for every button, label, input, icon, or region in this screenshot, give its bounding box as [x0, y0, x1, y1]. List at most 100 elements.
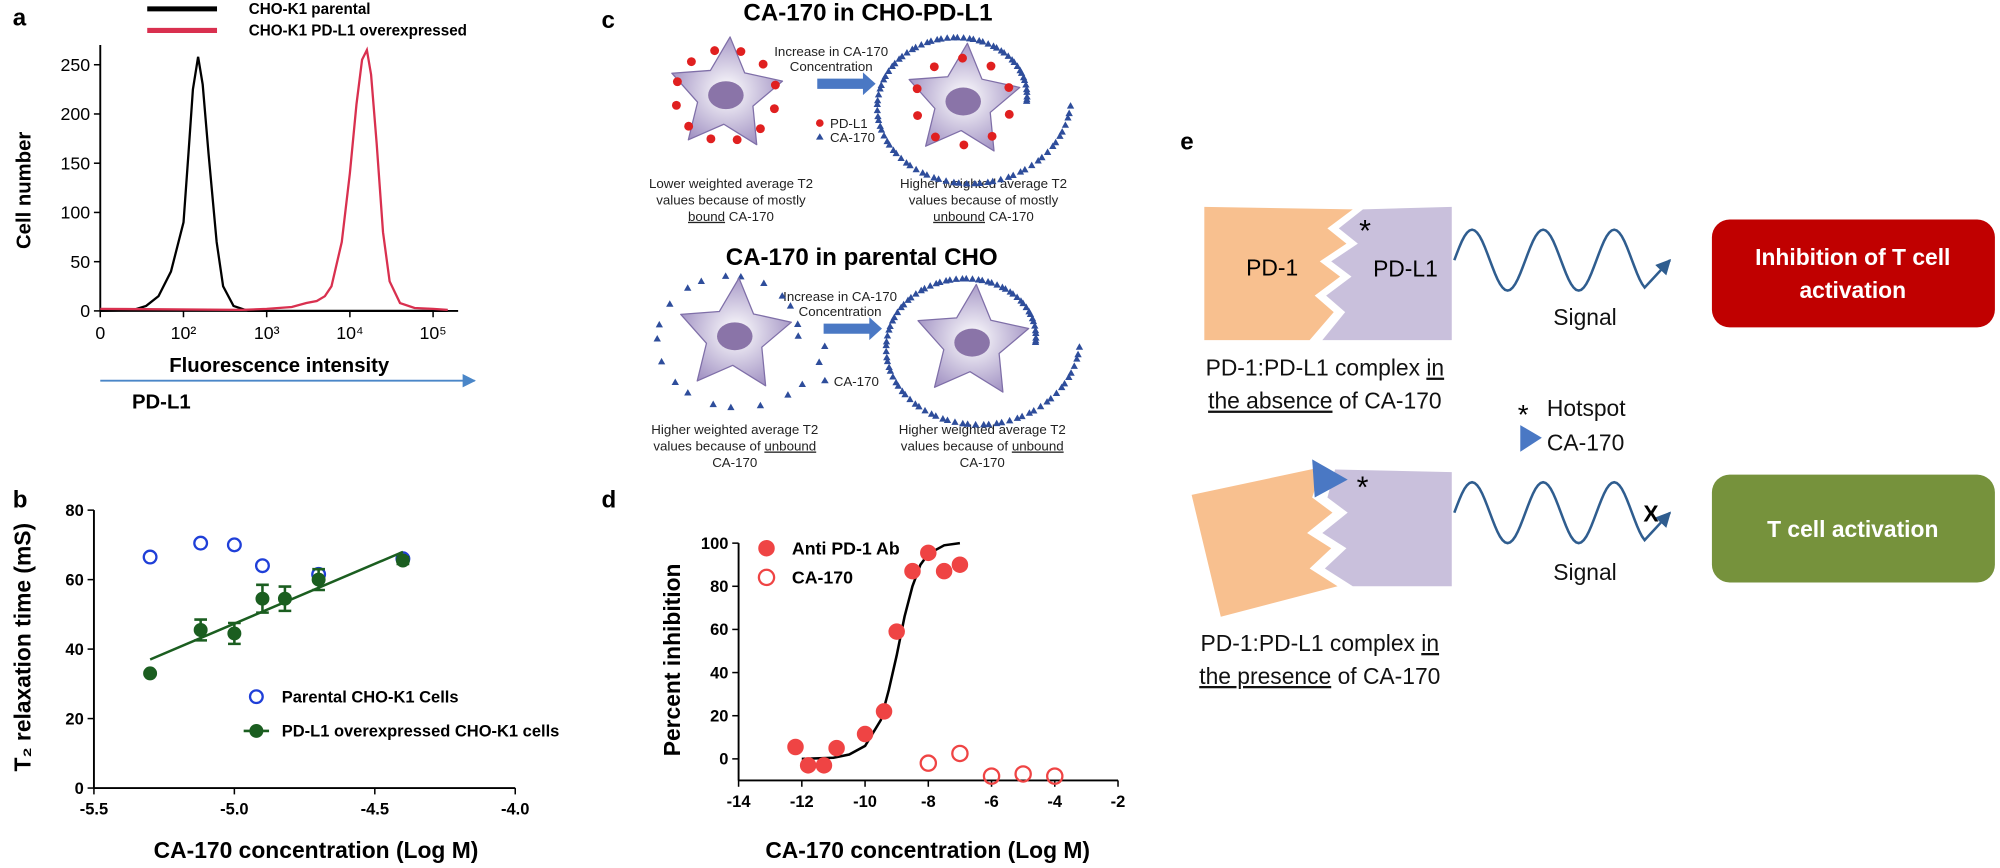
fit-line [149, 550, 404, 661]
ca170-molecule [883, 353, 891, 361]
ca170-molecule [984, 178, 992, 186]
ca170-molecule [1073, 355, 1081, 362]
caption: bound CA-170 [688, 209, 774, 224]
ca170-molecule [666, 300, 674, 307]
ca170-molecule [886, 367, 895, 374]
legend-label: CHO-K1 PD-L1 overexpressed [249, 23, 467, 40]
ca170-molecule [794, 320, 802, 328]
panel-label: a [13, 4, 27, 31]
ca170-molecule [1056, 132, 1064, 139]
axis-note: PD-L1 [132, 392, 191, 414]
ca170-molecule [1025, 409, 1033, 416]
caption-part: the presence [1199, 663, 1331, 689]
caption-part: in [1421, 630, 1439, 656]
pdl1-molecule [732, 135, 742, 145]
ca170-molecule [989, 177, 997, 185]
x-tick-label: 10² [171, 323, 197, 343]
ca170-molecule [873, 100, 881, 107]
ca170-molecule [815, 358, 823, 365]
y-axis-label: Cell number [13, 132, 35, 249]
diagram-title: CA-170 in CHO-PD-L1 [743, 0, 992, 26]
ca170-molecule [898, 52, 906, 60]
pdl1-molecule [672, 77, 682, 87]
ca170-molecule [885, 326, 893, 333]
ca170-molecule [953, 33, 962, 41]
ca170-molecule [882, 341, 890, 349]
y-tick-label: 60 [710, 621, 728, 639]
ca170-molecule [951, 418, 959, 425]
legend-label: PD-L1 overexpressed CHO-K1 cells [282, 723, 560, 741]
data-point [888, 623, 905, 640]
ca170-molecule [911, 400, 920, 407]
data-point [951, 744, 969, 763]
pdl1-molecule [686, 57, 696, 67]
ca170-molecule [784, 391, 792, 398]
ca170-molecule [968, 275, 977, 282]
ca170-molecule [942, 177, 950, 184]
y-tick-label: 40 [65, 641, 83, 659]
panel-label: b [13, 487, 28, 514]
ca170-molecule [950, 178, 958, 186]
ca170-molecule [930, 173, 938, 181]
ca170-molecule [1070, 362, 1078, 369]
ca170-molecule [920, 284, 929, 292]
data-point [311, 572, 326, 587]
panel-label: d [602, 487, 617, 514]
x-tick-label: -8 [921, 793, 936, 811]
ca170-molecule [894, 382, 902, 389]
y-tick-label: 150 [60, 153, 90, 173]
ca170-molecule [987, 279, 996, 286]
caption-part: in [1426, 355, 1444, 381]
ca170-molecule [885, 363, 893, 371]
data-point [935, 562, 953, 580]
data-point [227, 626, 242, 641]
ca170-molecule [1023, 95, 1031, 103]
data-point [226, 537, 242, 553]
pdl1-molecule [958, 53, 967, 63]
y-tick-label: 50 [70, 252, 90, 272]
caption-part: of CA-170 [1331, 663, 1440, 689]
caption: CA-170 [712, 455, 757, 470]
ca170-shape [1312, 459, 1348, 498]
x-tick-label: -4.0 [501, 801, 529, 819]
ca170-molecule [876, 85, 884, 92]
ca170-molecule [883, 137, 891, 145]
x-axis-label: Fluorescence intensity [169, 355, 390, 377]
pdl1-shape [1322, 469, 1452, 587]
caption-part: unbound [764, 438, 816, 453]
ca170-molecule [889, 373, 897, 380]
ca170-molecule [997, 418, 1006, 426]
ca170-molecule [963, 179, 971, 187]
pdl1-molecule [706, 134, 716, 144]
ca170-molecule [1049, 142, 1057, 149]
pdl1-molecule [930, 132, 940, 142]
ca170-molecule [1067, 369, 1075, 376]
legend-label: Anti PD-1 Ab [792, 538, 900, 558]
ca170-molecule [1047, 394, 1055, 402]
ca170-molecule [1009, 290, 1017, 297]
data-point [395, 553, 410, 568]
signal-wave [1453, 228, 1672, 292]
ca170-molecule [1075, 343, 1084, 350]
data-point [193, 623, 208, 637]
ca170-molecule [1022, 81, 1030, 88]
ca170-molecule [992, 44, 1001, 51]
pdl1-molecule [736, 47, 746, 56]
hotspot: * [1357, 470, 1369, 504]
pdl1-molecule [755, 124, 765, 134]
ca170-molecule [873, 106, 881, 114]
ca170-molecule [1038, 153, 1046, 161]
legend-label: CA-170 [792, 568, 853, 588]
ca170-molecule [937, 35, 945, 42]
ca170-molecule [1004, 52, 1012, 59]
ca170-molecule [1032, 329, 1040, 337]
panel-e: PD-1 PD-L1 * Signal Inhibition of T cell… [1191, 206, 1995, 689]
ca170-molecule [1057, 383, 1066, 391]
caption: values because of unbound [653, 438, 816, 453]
caption: PD-1:PD-L1 complex in [1201, 630, 1440, 656]
ca170-molecule [1028, 161, 1036, 169]
ca170-molecule [1043, 148, 1052, 155]
caption: unbound CA-170 [933, 209, 1034, 224]
ca170-molecule [890, 313, 898, 321]
outcome-text: activation [1799, 277, 1906, 303]
